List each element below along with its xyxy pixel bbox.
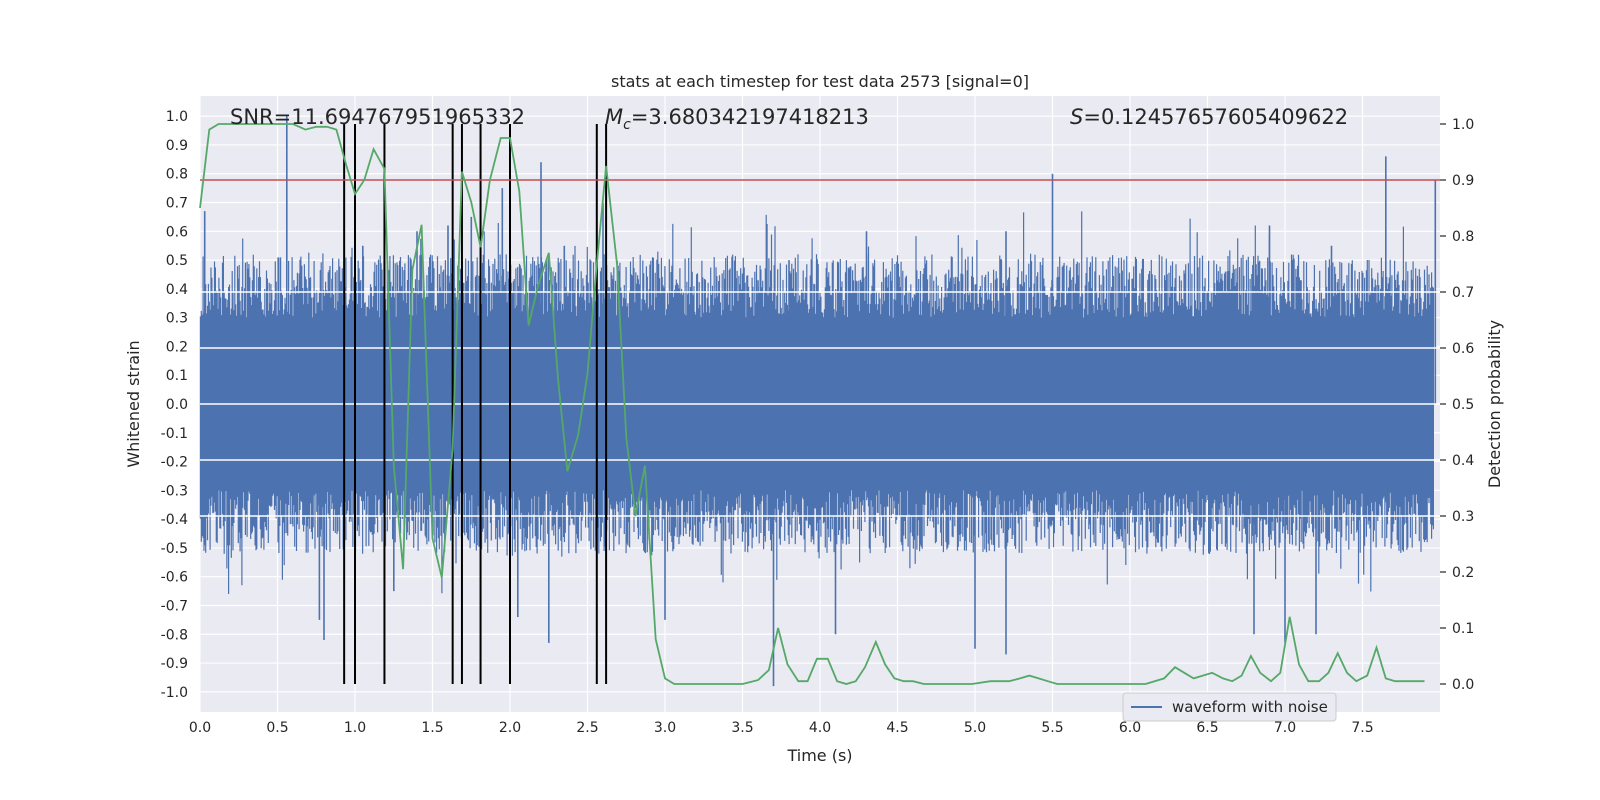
y-tick-label: 0.4 xyxy=(166,282,188,298)
detection-markers xyxy=(343,124,608,684)
y-tick-label: 0.7 xyxy=(166,196,188,212)
x-tick-label: 5.5 xyxy=(1041,720,1063,736)
x-tick-label: 1.0 xyxy=(344,720,366,736)
y-tick-label: -0.3 xyxy=(161,483,188,499)
mc-annotation: Mc=3.680342197418213 xyxy=(605,105,869,133)
y2-tick-label: 0.1 xyxy=(1452,621,1474,637)
legend-box xyxy=(1122,692,1337,722)
y-tick-label: -0.1 xyxy=(161,426,188,442)
y2-tick-label: 0.8 xyxy=(1452,229,1474,245)
x-tick-label: 3.5 xyxy=(731,720,753,736)
x-tick-label: 6.0 xyxy=(1119,720,1141,736)
y2-tick-label: 0.6 xyxy=(1452,341,1474,357)
x-tick-label: 2.5 xyxy=(576,720,598,736)
snr-annotation: SNR=11.694767951965332 xyxy=(230,105,525,129)
y-axis-ticks: 1.0 0.9 0.8 0.7 0.6 0.5 0.4 0.3 0.2 0.1 0.0 -0.1 -0.… xyxy=(161,109,188,701)
y-tick-label: 0.8 xyxy=(166,167,188,183)
x-axis-ticks: 0.0 0.5 1.0 1.5 2.0 2.5 3.0 3.5 4.0 4.5 5.0 5.5 6.0 6… xyxy=(189,720,1374,736)
legend: waveform with noise xyxy=(1122,692,1337,722)
y2-axis-ticks: 1.0 0.9 0.8 0.7 0.6 0.5 0.4 0.3 0.2 0.1 0.0 xyxy=(1440,117,1474,693)
x-tick-label: 0.5 xyxy=(266,720,288,736)
y-tick-label: 0.3 xyxy=(166,311,188,327)
y2-tick-label: 0.5 xyxy=(1452,397,1474,413)
y-tick-label: 1.0 xyxy=(166,109,188,125)
x-tick-label: 2.0 xyxy=(499,720,521,736)
x-tick-label: 4.0 xyxy=(809,720,831,736)
y-tick-label: 0.1 xyxy=(166,368,188,384)
x-tick-label: 0.0 xyxy=(189,720,211,736)
s-annotation: S=0.12457657605409622 xyxy=(1070,105,1348,129)
x-tick-label: 3.0 xyxy=(654,720,676,736)
y-tick-label: 0.0 xyxy=(166,397,188,413)
waveform-series xyxy=(199,116,1437,687)
y-axis-label: Whitened strain xyxy=(124,340,143,467)
y2-tick-label: 0.3 xyxy=(1452,509,1474,525)
legend-label: waveform with noise xyxy=(1172,698,1328,716)
y-tick-label: -0.5 xyxy=(161,541,188,557)
y-tick-label: -0.9 xyxy=(161,656,188,672)
x-axis-label: Time (s) xyxy=(786,746,852,765)
y-tick-label: 0.2 xyxy=(166,339,188,355)
y-tick-label: 0.9 xyxy=(166,138,188,154)
y2-tick-label: 0.4 xyxy=(1452,453,1474,469)
y-tick-label: 0.5 xyxy=(166,253,188,269)
y-tick-label: -0.4 xyxy=(161,512,188,528)
y-tick-label: -0.7 xyxy=(161,598,188,614)
y-tick-label: -0.8 xyxy=(161,627,188,643)
chart-title: stats at each timestep for test data 257… xyxy=(611,72,1029,91)
y-tick-label: 0.6 xyxy=(166,224,188,240)
y-tick-label: -0.2 xyxy=(161,455,188,471)
x-tick-label: 1.5 xyxy=(421,720,443,736)
y-tick-label: -1.0 xyxy=(161,685,188,701)
y2-tick-label: 0.2 xyxy=(1452,565,1474,581)
y2-tick-label: 0.9 xyxy=(1452,173,1474,189)
x-tick-label: 7.5 xyxy=(1351,720,1373,736)
probability-line xyxy=(199,123,1425,685)
waveform-peaks xyxy=(203,116,1437,687)
y2-tick-label: 1.0 xyxy=(1452,117,1474,133)
x-tick-label: 6.5 xyxy=(1196,720,1218,736)
x-tick-label: 7.0 xyxy=(1274,720,1296,736)
x-tick-label: 4.5 xyxy=(886,720,908,736)
y2-axis-label: Detection probability xyxy=(1485,320,1504,488)
y-tick-label: -0.6 xyxy=(161,570,188,586)
x-tick-label: 5.0 xyxy=(964,720,986,736)
y2-tick-label: 0.0 xyxy=(1452,677,1474,693)
y2-tick-label: 0.7 xyxy=(1452,285,1474,301)
